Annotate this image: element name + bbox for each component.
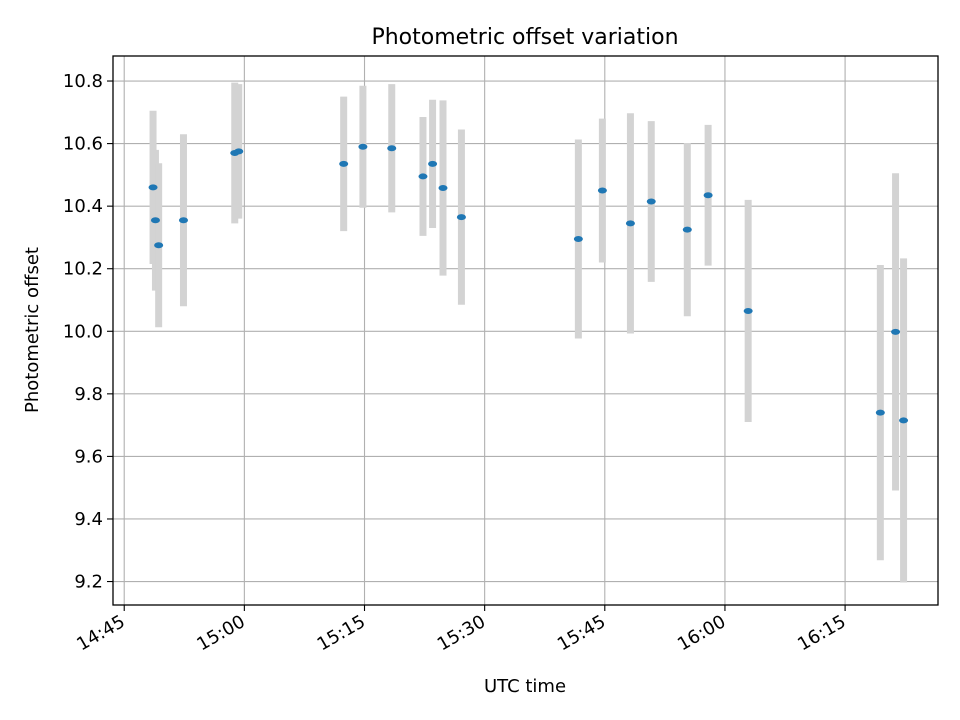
data-point <box>438 185 448 192</box>
data-point <box>743 307 753 314</box>
x-tick-label: 15:30 <box>434 611 489 655</box>
data-point <box>875 409 885 416</box>
grid <box>113 56 938 605</box>
x-tick-label: 15:00 <box>193 611 248 655</box>
y-tick-label: 9.2 <box>74 572 103 593</box>
y-tick-label: 10.6 <box>63 134 103 155</box>
x-tick-label: 15:15 <box>314 611 369 655</box>
data-point <box>387 145 397 152</box>
y-axis-ticks: 9.2 9.4 9.6 9.8 10.0 10.2 10.4 10.6 10.8 <box>63 71 113 593</box>
data-point <box>646 198 656 205</box>
chart-title: Photometric offset variation <box>371 25 678 50</box>
x-tick-label: 16:00 <box>674 611 729 655</box>
x-tick-label: 15:45 <box>554 611 609 655</box>
data-point <box>625 220 635 227</box>
data-point <box>891 328 901 335</box>
data-point <box>597 187 607 194</box>
data-point <box>682 226 692 233</box>
errorbars <box>149 82 908 583</box>
x-axis-label: UTC time <box>484 676 566 697</box>
x-tick-label: 14:45 <box>73 611 128 655</box>
data-point <box>428 160 438 167</box>
data-point <box>456 214 466 221</box>
data-point <box>339 160 349 167</box>
data-point <box>573 236 583 242</box>
data-point <box>899 417 909 424</box>
x-axis-ticks: 14:45 15:00 15:15 15:30 15:45 16:00 16:15 <box>73 605 850 655</box>
data-point <box>358 143 368 150</box>
y-tick-label: 9.6 <box>74 446 103 467</box>
plot-frame <box>112 55 939 606</box>
y-axis-label: Photometric offset <box>22 247 43 413</box>
y-tick-label: 9.4 <box>74 509 103 530</box>
y-tick-label: 9.8 <box>74 384 103 405</box>
y-tick-label: 10.2 <box>63 259 103 280</box>
y-tick-label: 10.4 <box>63 196 103 217</box>
data-point <box>150 217 160 224</box>
data-points <box>148 143 909 424</box>
data-point <box>178 217 188 224</box>
data-point <box>703 192 713 199</box>
data-point <box>234 148 244 155</box>
y-tick-label: 10.8 <box>63 71 103 92</box>
y-tick-label: 10.0 <box>63 321 103 342</box>
data-point <box>418 173 428 180</box>
data-point <box>154 242 164 249</box>
data-point <box>148 184 158 191</box>
x-tick-label: 16:15 <box>794 611 849 655</box>
